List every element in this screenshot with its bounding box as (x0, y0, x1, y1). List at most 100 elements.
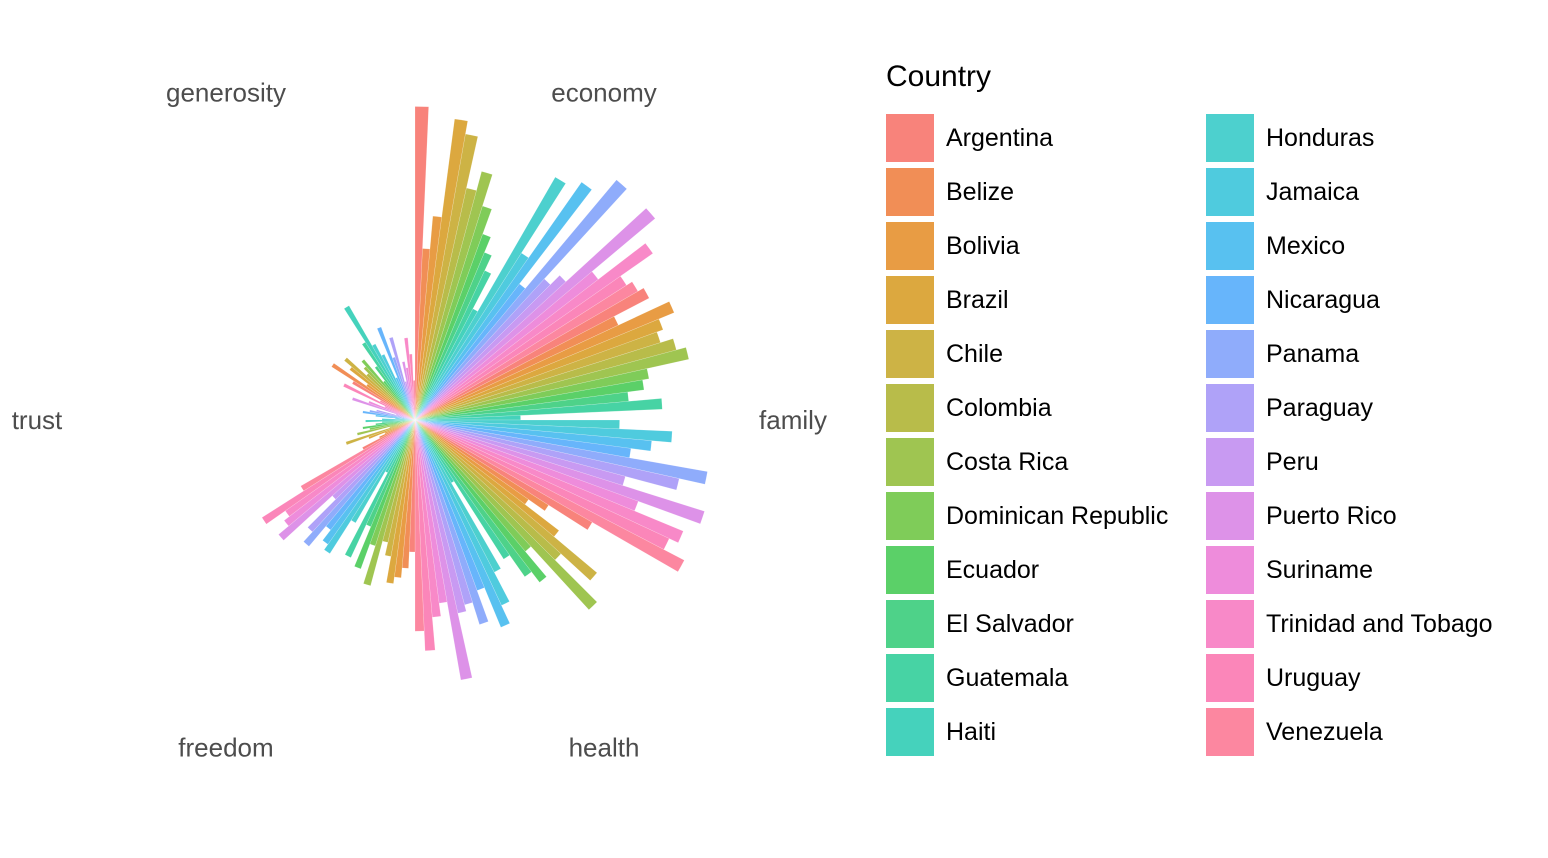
bar-suriname-economy (414, 271, 599, 421)
legend-swatch (886, 438, 934, 486)
bar-bolivia-health (414, 419, 529, 505)
legend-swatch (886, 708, 934, 756)
legend-item-el-salvador: El Salvador (886, 600, 1206, 648)
legend-swatch (886, 168, 934, 216)
bar-venezuela-economy (414, 281, 639, 421)
bar-mexico-health (414, 419, 511, 628)
bar-peru-freedom (331, 419, 416, 500)
bar-panama-family (414, 419, 708, 485)
bar-jamaica-generosity (381, 353, 416, 421)
bar-panama-health (414, 419, 489, 625)
bar-bolivia-generosity (365, 383, 416, 421)
bar-suriname-health (414, 419, 448, 604)
bar-peru-health (414, 419, 467, 614)
bar-costa-rica-trust (356, 419, 416, 436)
legend-item-ecuador: Ecuador (886, 546, 1206, 594)
legend-item-bolivia: Bolivia (886, 222, 1206, 270)
legend-swatch (1206, 168, 1254, 216)
bar-brazil-trust (368, 419, 416, 440)
bar-colombia-family (414, 338, 677, 421)
legend-swatch (1206, 384, 1254, 432)
bar-belize-trust (378, 419, 416, 439)
bar-trinidad-and-tobago-family (414, 419, 684, 544)
legend-item-nicaragua: Nicaragua (1206, 276, 1493, 324)
bar-uruguay-freedom (261, 419, 416, 525)
legend-swatch (1206, 654, 1254, 702)
bar-haiti-economy (414, 308, 479, 421)
bar-chile-freedom (384, 419, 416, 557)
legend-item-paraguay: Paraguay (1206, 384, 1493, 432)
legend-swatch (1206, 222, 1254, 270)
bar-mexico-economy (414, 181, 593, 421)
axis-label-generosity: generosity (166, 78, 286, 108)
bar-mexico-family (414, 419, 652, 452)
legend-label: Peru (1266, 447, 1319, 476)
bar-el-salvador-economy (414, 251, 493, 421)
axis-label-health: health (569, 732, 640, 762)
legend-label: Nicaragua (1266, 285, 1380, 314)
bar-costa-rica-family (414, 347, 690, 421)
bar-guatemala-generosity (361, 341, 416, 421)
legend: Country Argentina Belize Bolivia Brazil … (886, 60, 1493, 756)
legend-item-suriname: Suriname (1206, 546, 1493, 594)
bar-dominican-republic-freedom (369, 419, 416, 547)
legend-label: Honduras (1266, 123, 1375, 152)
bar-suriname-trust (368, 400, 416, 421)
bar-nicaragua-health (414, 419, 485, 591)
bar-guatemala-economy (414, 270, 492, 421)
legend-label: Bolivia (946, 231, 1020, 260)
bar-belize-generosity (331, 362, 416, 421)
legend-label: Argentina (946, 123, 1054, 152)
legend-swatch (1206, 276, 1254, 324)
bar-costa-rica-economy (414, 171, 493, 421)
bar-argentina-family (414, 287, 650, 421)
bar-dominican-republic-health (414, 419, 532, 552)
bar-paraguay-generosity (388, 336, 416, 421)
bar-costa-rica-health (414, 419, 598, 611)
bar-dominican-republic-generosity (361, 358, 416, 421)
bar-nicaragua-economy (414, 283, 526, 421)
bar-belize-freedom (401, 419, 416, 569)
legend-title: Country (886, 60, 992, 93)
bar-guatemala-family (414, 398, 663, 421)
bar-el-salvador-trust (375, 419, 416, 426)
legend-swatch (1206, 600, 1254, 648)
bar-trinidad-and-tobago-generosity (403, 337, 416, 421)
bar-brazil-economy (414, 118, 469, 421)
legend-item-puerto-rico: Puerto Rico (1206, 492, 1493, 540)
bar-paraguay-freedom (307, 419, 416, 533)
bar-dominican-republic-economy (414, 205, 493, 421)
legend-column-1: Argentina Belize Bolivia Brazil Chile Co… (886, 114, 1206, 756)
axis-label-economy: economy (551, 78, 657, 108)
legend-swatch (1206, 330, 1254, 378)
bar-brazil-generosity (349, 366, 416, 421)
bar-venezuela-freedom (300, 419, 416, 492)
bar-paraguay-economy (414, 278, 551, 421)
legend-swatch (886, 384, 934, 432)
legend-swatch (886, 492, 934, 540)
bar-peru-economy (414, 274, 567, 421)
bar-colombia-health (414, 419, 562, 561)
bar-argentina-freedom (408, 419, 416, 553)
radial-bar-chart: economy family health freedom trust generosit… (12, 78, 827, 763)
bar-panama-generosity (392, 356, 416, 421)
bar-chile-economy (414, 133, 479, 421)
bar-nicaragua-trust (362, 410, 416, 421)
bar-paraguay-family (414, 419, 680, 491)
legend-swatch (1206, 114, 1254, 162)
bar-venezuela-health (414, 419, 425, 632)
axis-label-freedom: freedom (178, 732, 273, 762)
bar-honduras-health (414, 419, 502, 573)
bar-brazil-health (414, 419, 560, 538)
legend-item-panama: Panama (1206, 330, 1493, 378)
bar-venezuela-generosity (413, 380, 416, 421)
legend-swatch (886, 330, 934, 378)
bar-bolivia-family (414, 301, 675, 421)
bar-el-salvador-freedom (365, 419, 416, 528)
bar-chile-trust (345, 419, 416, 446)
legend-item-guatemala: Guatemala (886, 654, 1206, 702)
legend-label: Chile (946, 339, 1003, 368)
bar-panama-freedom (303, 419, 416, 547)
legend-item-colombia: Colombia (886, 384, 1206, 432)
bar-ecuador-freedom (354, 419, 416, 570)
